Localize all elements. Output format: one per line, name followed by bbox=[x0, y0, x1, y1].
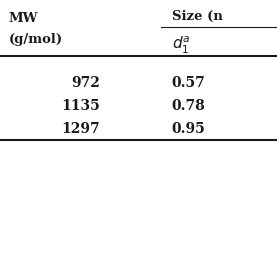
Text: MW: MW bbox=[8, 12, 38, 25]
Text: 0.95: 0.95 bbox=[172, 122, 206, 136]
Text: 0.78: 0.78 bbox=[172, 99, 206, 113]
Text: 1135: 1135 bbox=[61, 99, 100, 113]
Text: Size (n: Size (n bbox=[172, 10, 223, 23]
Text: (g/mol): (g/mol) bbox=[8, 33, 62, 46]
Text: 972: 972 bbox=[71, 76, 100, 90]
Text: 0.57: 0.57 bbox=[172, 76, 206, 90]
Text: 1297: 1297 bbox=[61, 122, 100, 136]
Text: $d_{\mathrm{1}}^{a}$: $d_{\mathrm{1}}^{a}$ bbox=[172, 35, 190, 56]
